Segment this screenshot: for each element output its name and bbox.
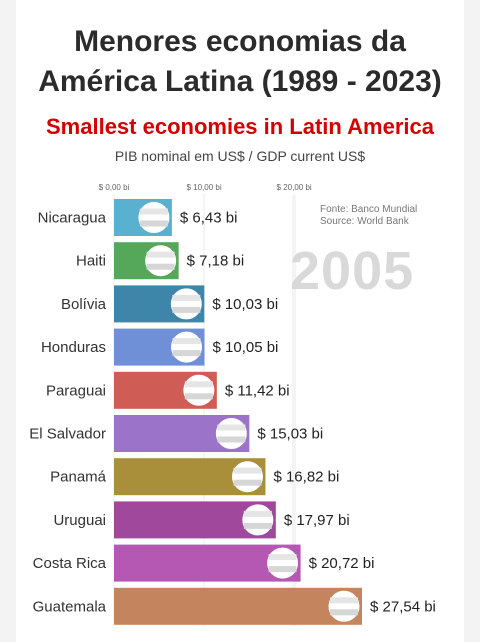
flag-icon — [242, 504, 274, 536]
value-label: $ 11,42 bi — [225, 382, 290, 399]
x-tick-label: $ 0,00 bi — [99, 183, 130, 192]
flag-icon — [328, 590, 360, 622]
category-label: El Salvador — [29, 426, 106, 443]
x-tick-label: $ 20,00 bi — [277, 183, 312, 192]
chart-subtitle: Smallest economies in Latin America — [46, 114, 434, 139]
x-tick-label: $ 10,00 bi — [186, 183, 221, 192]
flag-icon — [215, 418, 247, 449]
value-label: $ 20,72 bi — [309, 555, 375, 572]
value-label: $ 10,05 bi — [213, 339, 279, 356]
category-label: Guatemala — [33, 598, 107, 615]
year-label: 2005 — [290, 241, 415, 301]
source-line-en: Source: World Bank — [320, 216, 409, 227]
right-frame-border — [464, 0, 480, 642]
background-band — [292, 196, 296, 626]
source-note: Fonte: Banco Mundial Source: World Bank — [320, 204, 417, 228]
flag-icon — [145, 245, 177, 277]
category-label: Honduras — [41, 339, 106, 356]
chart-title: Menores economias da América Latina (198… — [16, 22, 464, 102]
unit-label: PIB nominal em US$ / GDP current US$ — [114, 148, 366, 164]
bar — [114, 587, 362, 625]
flag-icon — [231, 461, 263, 493]
category-label: Uruguai — [53, 512, 106, 529]
flag-icon — [183, 374, 215, 406]
title-line-1: Menores economias da — [74, 25, 406, 58]
value-label: $ 27,54 bi — [370, 598, 436, 615]
flag-icon — [170, 288, 202, 320]
value-label: $ 17,97 bi — [284, 512, 350, 529]
flag-icon — [138, 202, 170, 233]
value-label: $ 10,03 bi — [212, 296, 278, 313]
title-line-2: América Latina (1989 - 2023) — [38, 65, 442, 98]
value-label: $ 7,18 bi — [187, 253, 245, 270]
value-label: $ 6,43 bi — [180, 210, 238, 227]
value-label: $ 15,03 bi — [257, 426, 323, 443]
flag-icon — [267, 547, 299, 579]
category-label: Haiti — [76, 253, 106, 270]
source-line-pt: Fonte: Banco Mundial — [320, 204, 418, 215]
value-label: $ 16,82 bi — [273, 469, 339, 486]
category-label: Bolívia — [61, 296, 107, 313]
left-frame-border — [0, 0, 16, 642]
category-label: Paraguai — [46, 382, 106, 399]
category-label: Panamá — [50, 469, 107, 486]
category-label: Nicaragua — [38, 210, 107, 227]
category-label: Costa Rica — [33, 555, 107, 572]
flag-icon — [171, 331, 203, 363]
